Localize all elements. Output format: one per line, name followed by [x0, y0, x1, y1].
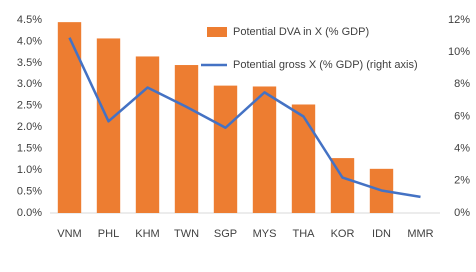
x-tick-label: KOR [331, 228, 355, 240]
y-tick-label: 1.5% [17, 143, 42, 155]
bar [330, 158, 355, 213]
y-tick-label: 0.0% [17, 207, 42, 219]
x-tick-label: KHM [135, 228, 159, 240]
y2-tick-label: 12% [448, 14, 470, 26]
bar [252, 86, 277, 213]
y-tick-label: 4.0% [17, 35, 42, 47]
y2-tick-label: 2% [454, 175, 470, 187]
x-tick-label: TWN [174, 228, 199, 240]
y-tick-label: 2.0% [17, 121, 42, 133]
x-tick-label: THA [293, 228, 316, 240]
line [68, 37, 421, 199]
x-tick-label: IDN [372, 228, 391, 240]
legend-swatch [207, 27, 227, 37]
bar [174, 65, 199, 214]
bar [96, 38, 121, 213]
y2-tick-label: 0% [454, 207, 470, 219]
x-tick-label: PHL [98, 228, 119, 240]
legend-label: Potential DVA in X (% GDP) [233, 26, 369, 38]
y-tick-label: 2.5% [17, 100, 42, 112]
legend-label: Potential gross X (% GDP) (right axis) [233, 59, 418, 71]
x-tick-label: VNM [57, 228, 81, 240]
x-tick-label: MMR [407, 228, 433, 240]
y2-tick-label: 6% [454, 110, 470, 122]
bar [291, 104, 316, 213]
y-tick-label: 3.0% [17, 78, 42, 90]
y-tick-label: 4.5% [17, 14, 42, 26]
y2-tick-label: 4% [454, 143, 470, 155]
y-tick-label: 1.0% [17, 164, 42, 176]
y-tick-label: 0.5% [17, 185, 42, 197]
bar [57, 22, 82, 214]
bar [135, 56, 160, 214]
bar [213, 85, 238, 213]
x-tick-label: SGP [214, 228, 237, 240]
x-tick-label: MYS [253, 228, 277, 240]
y-tick-label: 3.5% [17, 57, 42, 69]
y2-tick-label: 10% [448, 46, 470, 58]
y2-tick-label: 8% [454, 78, 470, 90]
